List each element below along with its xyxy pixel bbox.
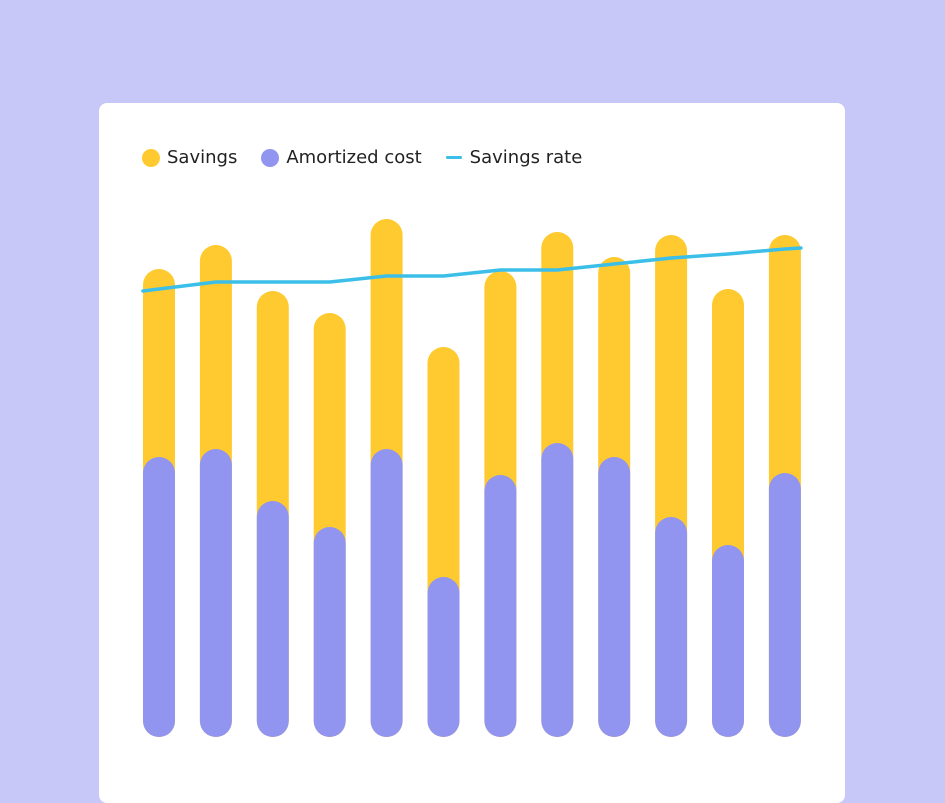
bar-amortized-cost-2[interactable] bbox=[199, 449, 232, 737]
legend-label-amortized-cost: Amortized cost bbox=[286, 147, 422, 168]
legend-item-amortized-cost[interactable]: Amortized cost bbox=[261, 147, 422, 168]
bar-amortized-cost-3[interactable] bbox=[256, 501, 289, 737]
bar-amortized-cost-1[interactable] bbox=[143, 457, 175, 737]
legend-item-savings[interactable]: Savings bbox=[142, 147, 237, 168]
bar-amortized-cost-7[interactable] bbox=[484, 475, 517, 737]
bar-amortized-cost-8[interactable] bbox=[541, 443, 574, 737]
chart-card: Savings Amortized cost Savings rate bbox=[99, 103, 845, 803]
legend-swatch-amortized-cost bbox=[261, 148, 280, 167]
bar-amortized-cost-5[interactable] bbox=[370, 449, 403, 737]
legend-swatch-savings-rate bbox=[445, 156, 462, 159]
legend-label-savings-rate: Savings rate bbox=[469, 147, 583, 168]
bar-amortized-cost-10[interactable] bbox=[655, 517, 688, 737]
bar-amortized-cost-11[interactable] bbox=[712, 545, 744, 737]
bar-amortized-cost-6[interactable] bbox=[427, 577, 460, 737]
stacked-bar-chart bbox=[141, 219, 803, 737]
bar-amortized-cost-12[interactable] bbox=[768, 473, 801, 737]
legend: Savings Amortized cost Savings rate bbox=[142, 147, 606, 168]
legend-item-savings-rate[interactable]: Savings rate bbox=[445, 147, 583, 168]
bar-amortized-cost-4[interactable] bbox=[313, 527, 346, 737]
legend-label-savings: Savings bbox=[167, 147, 238, 168]
bar-amortized-cost-9[interactable] bbox=[598, 457, 631, 737]
legend-swatch-savings bbox=[142, 148, 160, 167]
line-savings-rate[interactable] bbox=[141, 246, 803, 293]
